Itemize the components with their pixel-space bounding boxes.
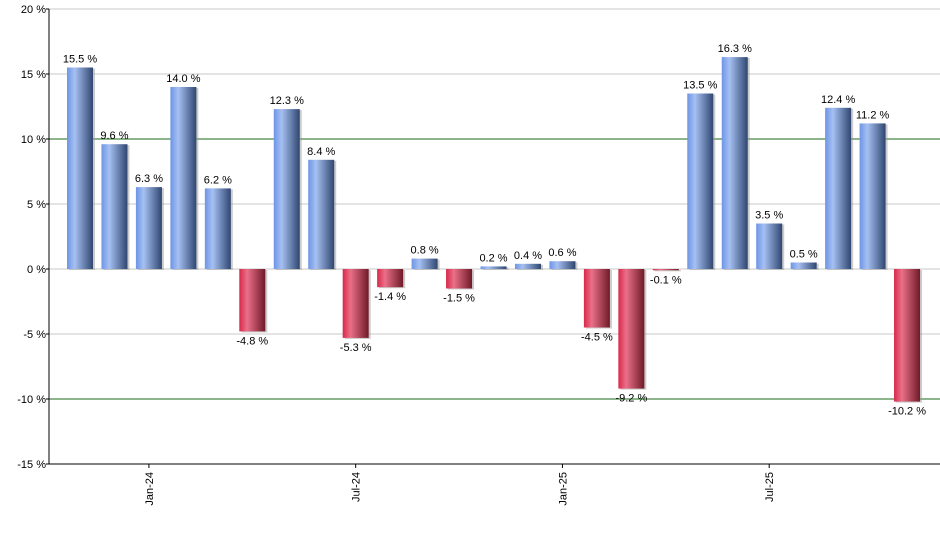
bar-Apr-24 [239, 269, 266, 332]
bar-Nov-25 [894, 269, 921, 402]
data-label: -9.2 % [615, 393, 647, 405]
data-label: -4.5 % [581, 332, 613, 344]
data-label: -0.1 % [650, 274, 682, 286]
data-label: 12.4 % [821, 94, 855, 106]
x-tick-label: Jan-25 [557, 472, 569, 506]
data-label: 0.4 % [514, 250, 542, 262]
data-label: 13.5 % [683, 80, 717, 92]
bar-Oct-24 [446, 269, 473, 289]
y-tick-label: 10 % [21, 134, 46, 146]
data-label: 0.6 % [548, 247, 576, 259]
y-tick-label: 0 % [27, 264, 46, 276]
data-label: -10.2 % [888, 406, 926, 418]
data-label: -1.4 % [374, 291, 406, 303]
bar-Mar-25 [618, 269, 645, 389]
bar-Dec-23 [101, 144, 128, 269]
data-label: 11.2 % [856, 109, 890, 121]
bar-Jan-25 [549, 261, 576, 269]
data-label: 6.3 % [135, 173, 163, 185]
bar-Feb-24 [170, 87, 197, 269]
bar-Nov-23 [67, 67, 93, 269]
data-label: 15.5 % [63, 54, 97, 66]
x-tick-label: Jul-25 [764, 472, 776, 502]
bar-Sep-24 [411, 258, 438, 269]
bar-Aug-25 [790, 262, 817, 269]
bar-Mar-24 [204, 188, 231, 269]
bar-Feb-25 [583, 269, 610, 328]
data-label: -4.8 % [236, 335, 268, 347]
x-tick-label: Jul-24 [351, 472, 363, 502]
axes: 20 % 15 % 10 % 5 % 0 % -5 % -10 % -15 % Jan-24 Ju… [17, 4, 940, 506]
bar-Jul-24 [342, 269, 369, 338]
data-label: 12.3 % [270, 95, 304, 107]
data-label: 0.5 % [790, 249, 818, 261]
data-label: 0.8 % [411, 245, 439, 257]
bar-Jan-24 [135, 187, 162, 269]
y-tick-label: 15 % [21, 69, 46, 81]
bar-Sep-25 [825, 107, 852, 269]
bar-Jul-25 [756, 223, 783, 269]
data-label: 6.2 % [204, 174, 232, 186]
data-label: 16.3 % [718, 43, 752, 55]
data-label: 3.5 % [755, 210, 783, 222]
data-label: 0.2 % [479, 252, 507, 264]
bar-Jun-24 [308, 159, 335, 269]
y-tick-label: 5 % [27, 199, 46, 211]
data-label: -5.3 % [340, 342, 372, 354]
bar-shadow [654, 270, 681, 272]
bar-Nov-24 [480, 266, 507, 269]
bar-Apr-25 [652, 269, 679, 271]
data-label: 8.4 % [307, 146, 335, 158]
bar-May-24 [273, 109, 300, 269]
bar-May-25 [687, 93, 714, 269]
y-tick-label: -10 % [17, 394, 46, 406]
data-label: -1.5 % [443, 293, 475, 305]
y-tick-label: -5 % [23, 329, 46, 341]
y-tick-label: 20 % [21, 4, 46, 16]
bars [67, 57, 923, 403]
data-label: 14.0 % [166, 73, 200, 85]
data-labels: 15.5 % 9.6 % 6.3 % 14.0 % 6.2 % -4.8 % 12.3 % 8… [63, 43, 926, 418]
bar-Oct-25 [859, 123, 886, 270]
bar-Dec-24 [514, 263, 541, 269]
data-label: 9.6 % [100, 130, 128, 142]
y-tick-label: -15 % [17, 459, 46, 471]
bar-Aug-24 [377, 269, 404, 288]
x-tick-label: Jan-24 [144, 472, 156, 506]
bar-Jun-25 [721, 57, 748, 269]
